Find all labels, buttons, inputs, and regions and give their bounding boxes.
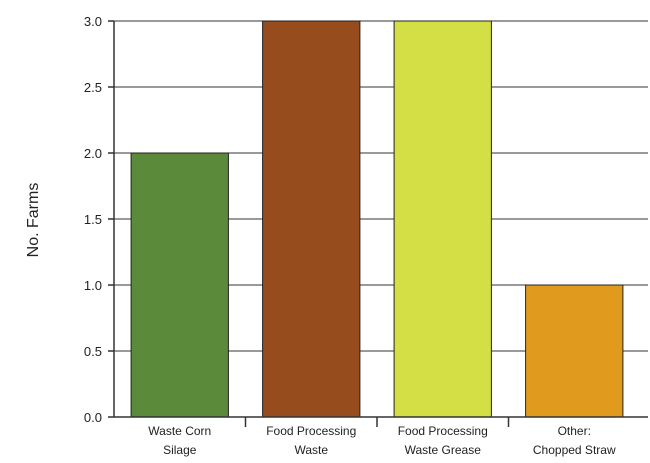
bar — [393, 20, 492, 418]
y-tick-label: 3.0 — [84, 14, 102, 29]
y-axis-title: No. Farms — [25, 183, 42, 258]
x-axis: Waste Corn Silage Food Processing Waste Food… — [114, 416, 648, 457]
y-tick-label: 2.0 — [84, 146, 102, 161]
bar — [262, 20, 361, 418]
y-tick-label: 0.5 — [84, 344, 102, 359]
y-tick-label: 1.0 — [84, 278, 102, 293]
y-tick-label: 2.5 — [84, 80, 102, 95]
bar — [130, 152, 229, 418]
x-tick-label: Food Processing Waste — [266, 424, 356, 457]
y-axis: 0.0 0.5 1.0 1.5 2.0 2.5 3.0 — [84, 14, 115, 425]
x-tick-label: Waste Corn Silage — [148, 424, 211, 457]
x-tick-label: Food Processing Waste Grease — [398, 424, 488, 457]
y-tick-label: 1.5 — [84, 212, 102, 227]
bars — [130, 20, 624, 418]
bar — [525, 284, 624, 418]
x-tick-label: Other: Chopped Straw — [533, 424, 616, 457]
y-tick-label: 0.0 — [84, 410, 102, 425]
